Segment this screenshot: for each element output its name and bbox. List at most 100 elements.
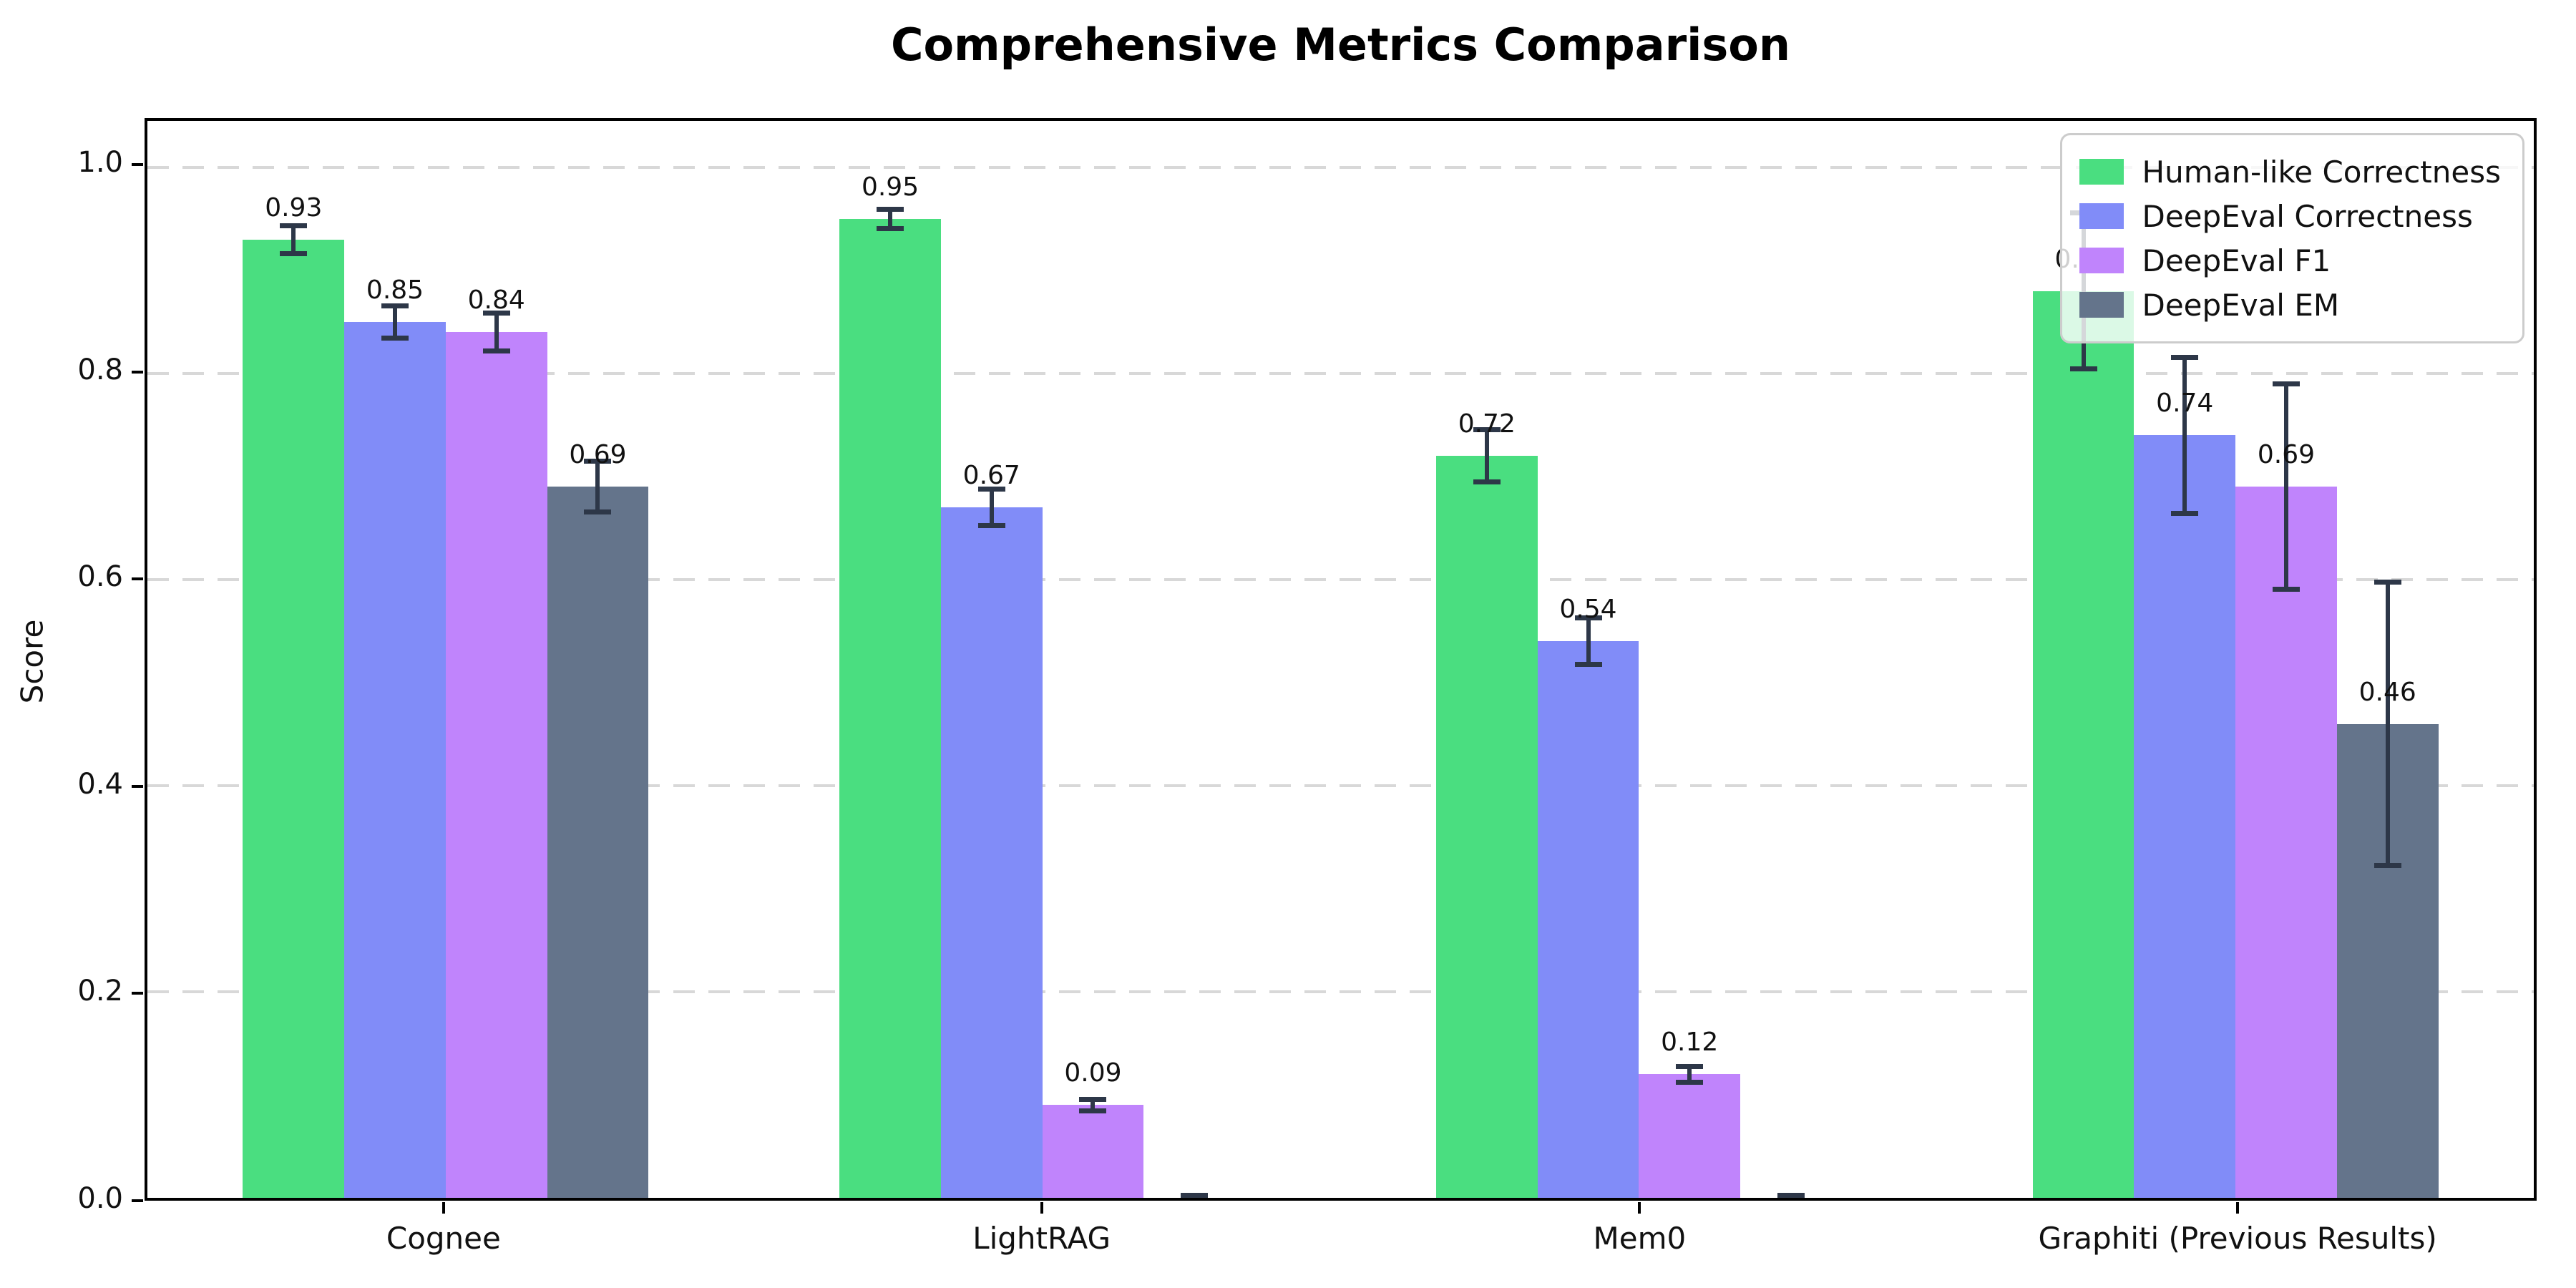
bar-value-label: 0.74 (2156, 389, 2214, 419)
error-bar-line (2283, 381, 2288, 592)
x-tick-mark (1638, 1202, 1641, 1214)
error-bar-human-like-correctness-mem0 (1473, 426, 1501, 485)
x-tick-mark (441, 1202, 445, 1214)
error-bar-cap-top (2171, 354, 2199, 360)
legend-swatch-deepeval-em (2079, 292, 2124, 318)
error-bar-cap-bottom (2171, 510, 2199, 516)
error-bar-cap-bottom (280, 250, 308, 256)
bar-value-label: 0.85 (366, 275, 424, 305)
error-bar-cap-bottom (877, 226, 904, 232)
bar-deepeval-f1-cognee (445, 332, 547, 1198)
chart-title: Comprehensive Metrics Comparison (890, 19, 1791, 71)
bar-value-label: 0.95 (861, 172, 919, 202)
error-bar-deepeval-f1-graphiti-previous-results (2272, 381, 2300, 592)
error-bar-cap-top (877, 206, 904, 212)
error-bar-line (595, 459, 600, 515)
bar-deepeval-correctness-graphiti-previous-results (2134, 435, 2236, 1198)
bar-value-label: 0.54 (1559, 595, 1617, 625)
x-tick-label-mem0: Mem0 (1593, 1221, 1687, 1256)
error-bar-cap-top (584, 459, 612, 464)
error-bar-human-like-correctness-lightrag (877, 206, 904, 232)
y-tick-mark (132, 370, 143, 374)
error-bar-line (494, 311, 499, 354)
bar-group-graphiti-previous-results: 0.880.740.690.46 (1937, 121, 2534, 1198)
error-bar-deepeval-correctness-mem0 (1574, 615, 1602, 668)
error-bar-cap-top (1079, 1096, 1107, 1102)
error-bar-line (2385, 579, 2390, 869)
error-bar-line (393, 303, 397, 341)
legend-swatch-deepeval-f1 (2079, 248, 2124, 273)
error-bar-cap-bottom (2272, 587, 2300, 592)
error-bar-line (2182, 354, 2187, 516)
error-bar-deepeval-em-mem0 (1777, 1192, 1805, 1198)
bar-value-label: 0.12 (1661, 1028, 1719, 1058)
y-tick-mark (132, 163, 143, 167)
error-bar-human-like-correctness-cognee (280, 223, 308, 256)
bar-deepeval-em-cognee (547, 487, 649, 1198)
bar-value-label: 0.84 (467, 286, 525, 316)
error-bar-cap-top (280, 223, 308, 228)
legend-label: Human-like Correctness (2142, 154, 2502, 190)
bar-human-like-correctness-mem0 (1435, 456, 1538, 1198)
error-bar-cap-top (482, 311, 510, 316)
bar-deepeval-correctness-mem0 (1537, 641, 1639, 1198)
gridline-y-0.2 (147, 990, 2534, 993)
error-bar-deepeval-em-cognee (584, 459, 612, 515)
error-bar-deepeval-f1-mem0 (1676, 1063, 1704, 1085)
legend-label: DeepEval EM (2142, 287, 2340, 323)
bar-value-label: 0.69 (569, 440, 627, 470)
error-bar-deepeval-f1-cognee (482, 311, 510, 354)
error-bar-deepeval-em-graphiti-previous-results (2373, 579, 2401, 869)
error-bar-line (888, 206, 893, 232)
bar-group-lightrag: 0.95 0.67 0.09 (744, 121, 1341, 1198)
error-bar-cap-bottom (584, 509, 612, 515)
y-tick-label: 0.0 (77, 1182, 123, 1215)
error-bar-cap-top (977, 487, 1005, 492)
error-bar-cap-bottom (1574, 662, 1602, 668)
bar-value-label: 0.72 (1458, 409, 1516, 439)
error-bar-cap-top (1473, 426, 1501, 432)
error-bar-line (1484, 426, 1489, 485)
x-tick-label-graphiti-previous-results: Graphiti (Previous Results) (2038, 1221, 2437, 1256)
error-bar-cap-bottom (1473, 479, 1501, 485)
legend-row-human-like-correctness: Human-like Correctness (2079, 150, 2502, 194)
bar-deepeval-f1-graphiti-previous-results (2235, 487, 2337, 1198)
error-bar-cap-bottom (1079, 1108, 1107, 1113)
error-bar-deepeval-em-lightrag (1181, 1192, 1209, 1198)
error-bar-cap-top (381, 303, 409, 308)
x-tick-label-lightrag: LightRAG (972, 1221, 1111, 1256)
y-tick-label: 1.0 (77, 146, 123, 180)
error-bar-deepeval-correctness-graphiti-previous-results (2171, 354, 2199, 516)
legend-label: DeepEval F1 (2142, 243, 2331, 278)
gridline-y-1 (147, 165, 2534, 169)
bar-value-label: 0.46 (2358, 677, 2416, 707)
error-bar-deepeval-correctness-lightrag (977, 487, 1005, 528)
legend-row-deepeval-em: DeepEval EM (2079, 283, 2502, 327)
gridline-y-0.6 (147, 577, 2534, 581)
bar-value-label: 0.09 (1064, 1058, 1122, 1088)
legend-swatch-human-like-correctness (2079, 159, 2124, 185)
error-bar-deepeval-f1-lightrag (1079, 1096, 1107, 1113)
x-tick-mark (1040, 1202, 1043, 1214)
bar-deepeval-correctness-lightrag (940, 507, 1043, 1198)
error-bar-line (291, 223, 296, 256)
error-bar-cap-bottom (2069, 366, 2097, 371)
bar-human-like-correctness-lightrag (839, 218, 941, 1198)
error-bar-cap-bottom (381, 335, 409, 341)
bar-value-label: 0.67 (962, 461, 1020, 491)
x-tick-mark (2236, 1202, 2240, 1214)
y-tick-label: 0.8 (77, 353, 123, 386)
error-bar-cap-top (2272, 381, 2300, 387)
error-bar-cap-bottom (482, 348, 510, 354)
error-bar-line (1687, 1063, 1692, 1085)
error-bar-line (1091, 1096, 1096, 1113)
error-bar-cap-top (1777, 1192, 1805, 1198)
y-tick-mark (132, 577, 143, 581)
bar-deepeval-correctness-cognee (344, 321, 446, 1198)
error-bar-cap-bottom (977, 522, 1005, 528)
error-bar-line (989, 487, 994, 528)
gridline-y-0.8 (147, 371, 2534, 375)
bar-deepeval-f1-lightrag (1042, 1105, 1144, 1198)
error-bar-cap-top (1676, 1063, 1704, 1069)
